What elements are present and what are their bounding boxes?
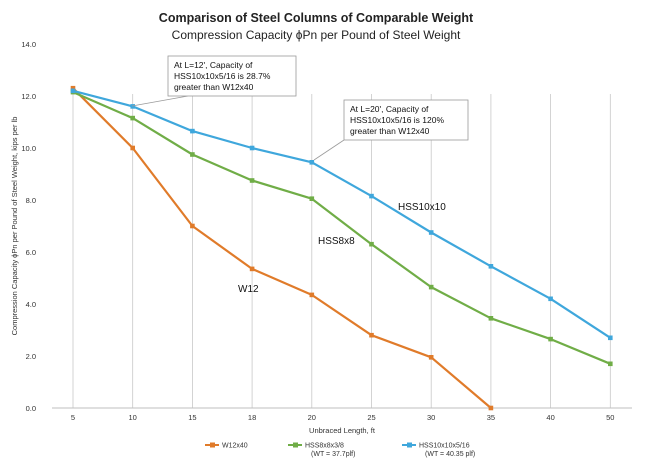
data-point — [190, 152, 195, 157]
annotation-1-box — [167, 55, 297, 97]
data-point — [608, 335, 613, 341]
x-axis-label: Unbraced Length, ft — [309, 426, 376, 435]
legend-label: W12x40 — [222, 443, 248, 450]
data-point — [369, 332, 374, 338]
data-point — [190, 128, 195, 134]
y-axis-ticks: 0.0 2.0 4.0 6.0 8.0 10.0 12.0 14.0 — [21, 40, 36, 413]
legend: W12x40 HSS8x8x3/8(WT = 37.7plf) HSS10x10x5… — [205, 442, 475, 458]
data-point — [190, 223, 195, 229]
chart-subtitle: Compression Capacity ϕPn per Pound of St… — [172, 28, 461, 42]
data-point — [249, 266, 255, 272]
data-point — [369, 193, 374, 199]
x-tick-label: 5 — [71, 413, 75, 422]
series-label-w12: W12 — [238, 284, 259, 295]
legend-swatch-marker — [293, 442, 298, 448]
data-point — [309, 160, 315, 165]
x-tick-label: 20 — [308, 413, 316, 422]
data-point — [428, 355, 434, 360]
x-tick-label: 50 — [606, 413, 614, 422]
data-point — [548, 296, 553, 302]
y-tick-label: 14.0 — [21, 40, 36, 49]
chart-title: Comparison of Steel Columns of Comparabl… — [159, 11, 474, 25]
series-line-2 — [72, 89, 611, 339]
y-axis-label: Compression Capacity ϕPn per Pound of St… — [10, 117, 19, 336]
annotation-2-line-1: At L=20', Capacity of — [350, 104, 429, 114]
x-tick-label: 40 — [546, 413, 554, 422]
data-point — [130, 145, 135, 151]
series-label-hss10x10: HSS10x10 — [398, 202, 446, 213]
x-axis-ticks: 5 10 15 18 20 25 30 35 40 50 — [71, 413, 615, 422]
annotation-2: At L=20', Capacity of HSS10x10x5/16 is 1… — [313, 99, 469, 161]
data-point — [369, 241, 374, 247]
data-point — [488, 316, 494, 321]
legend-swatch-marker — [210, 442, 215, 448]
data-point — [428, 230, 434, 235]
data-point — [70, 85, 76, 91]
x-tick-label: 30 — [427, 413, 435, 422]
data-series — [70, 85, 613, 411]
data-point — [309, 292, 315, 298]
annotation-1: At L=12', Capacity of HSS10x10x5/16 is 2… — [131, 55, 297, 107]
y-tick-label: 8.0 — [26, 196, 36, 205]
annotation-1-line-1: At L=12', Capacity of — [174, 60, 253, 70]
data-point — [249, 178, 255, 183]
x-tick-label: 18 — [248, 413, 256, 422]
y-tick-label: 12.0 — [21, 92, 36, 101]
data-point — [608, 361, 613, 367]
legend-swatch-marker — [407, 442, 412, 448]
data-point — [130, 104, 135, 109]
legend-label: HSS10x10x5/16 — [419, 443, 470, 450]
annotation-2-box — [343, 99, 469, 141]
y-tick-label: 4.0 — [26, 300, 36, 309]
data-point — [548, 336, 553, 342]
legend-label: HSS8x8x3/8 — [305, 443, 344, 450]
series-line-1 — [72, 91, 611, 365]
data-point — [428, 284, 434, 290]
data-point — [70, 88, 76, 94]
annotation-2-line-3: greater than W12x40 — [350, 126, 430, 136]
data-point — [309, 196, 315, 201]
x-tick-label: 35 — [487, 413, 495, 422]
series-label-hss8x8: HSS8x8 — [318, 236, 355, 247]
data-point — [488, 264, 494, 269]
y-tick-label: 10.0 — [21, 144, 36, 153]
y-tick-label: 0.0 — [26, 404, 36, 413]
data-point — [249, 145, 255, 151]
annotation-2-leader — [313, 139, 345, 161]
x-tick-label: 10 — [129, 413, 137, 422]
data-point — [488, 405, 494, 411]
y-tick-label: 6.0 — [26, 248, 36, 257]
annotation-1-leader — [131, 95, 189, 107]
annotation-2-line-2: HSS10x10x5/16 is 120% — [350, 115, 444, 125]
series-line-0 — [72, 87, 492, 409]
x-tick-label: 15 — [188, 413, 196, 422]
y-tick-label: 2.0 — [26, 352, 36, 361]
x-tick-label: 25 — [367, 413, 375, 422]
annotation-1-line-3: greater than W12x40 — [174, 82, 254, 92]
legend-note: (WT = 37.7plf) — [311, 451, 355, 458]
legend-note: (WT = 40.35 plf) — [425, 451, 475, 458]
annotation-1-line-2: HSS10x10x5/16 is 28.7% — [174, 71, 271, 81]
data-point — [130, 115, 135, 121]
